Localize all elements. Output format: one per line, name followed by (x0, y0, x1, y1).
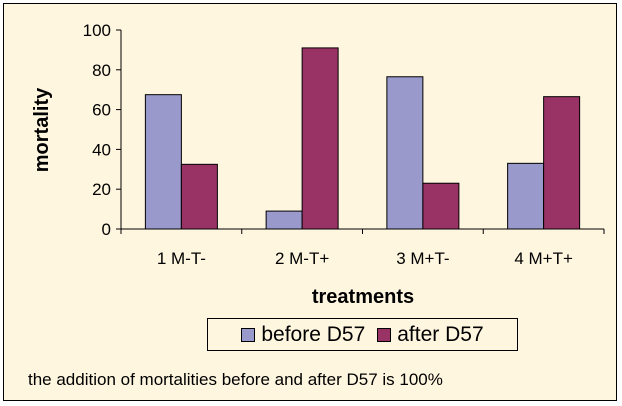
bar-after-2 (301, 47, 339, 230)
x-tick-label: 3 M+T- (396, 249, 449, 268)
legend-swatch-after (377, 327, 392, 342)
bar-before-4 (507, 162, 545, 230)
x-tick-label: 4 M+T+ (514, 249, 573, 268)
y-tick-label: 60 (92, 101, 111, 120)
x-tick-label: 2 M-T+ (275, 249, 329, 268)
legend-label-before: before D57 (261, 322, 366, 346)
bar-after-4 (543, 96, 581, 230)
x-axis-ticks: 1 M-T- 2 M-T+ 3 M+T- 4 M+T+ (120, 229, 605, 268)
bar-before-2 (265, 210, 303, 230)
legend-swatch-before (241, 327, 256, 342)
y-tick-label: 20 (92, 180, 111, 199)
bars (144, 47, 581, 230)
bar-after-1 (180, 163, 218, 230)
y-axis-title: mortality (31, 87, 53, 172)
chart-frame: mortality treatments 0 20 40 60 80 100 1 M-T-… (3, 3, 617, 401)
bar-before-3 (386, 76, 424, 230)
y-tick-label: 0 (102, 220, 111, 239)
y-axis-ticks: 0 20 40 60 80 100 (83, 21, 121, 239)
footnote: the addition of mortalities before and a… (28, 370, 443, 389)
y-tick-label: 80 (92, 61, 111, 80)
x-tick-label: 1 M-T- (157, 249, 206, 268)
legend: before D57 after D57 (207, 318, 518, 351)
bar-chart: mortality treatments 0 20 40 60 80 100 1 M-T-… (31, 21, 605, 308)
bar-after-3 (422, 182, 460, 230)
bar-before-1 (144, 94, 182, 230)
legend-item-before: before D57 (241, 323, 365, 347)
y-tick-label: 40 (92, 140, 111, 159)
x-axis-title: treatments (312, 286, 414, 308)
legend-item-after: after D57 (377, 322, 484, 347)
legend-label-after: after D57 (397, 322, 484, 346)
y-tick-label: 100 (83, 21, 111, 40)
